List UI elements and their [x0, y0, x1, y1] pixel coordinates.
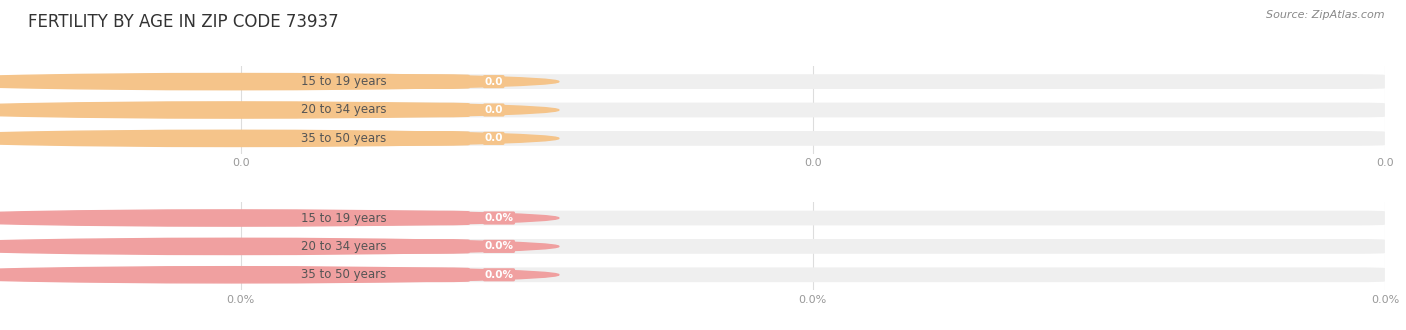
FancyBboxPatch shape	[240, 131, 1385, 146]
Text: 35 to 50 years: 35 to 50 years	[301, 268, 387, 281]
FancyBboxPatch shape	[240, 267, 470, 282]
Text: 0.0%: 0.0%	[485, 270, 513, 280]
FancyBboxPatch shape	[240, 131, 470, 146]
FancyBboxPatch shape	[240, 211, 1385, 225]
FancyBboxPatch shape	[240, 103, 1385, 117]
FancyBboxPatch shape	[240, 74, 470, 89]
FancyBboxPatch shape	[240, 74, 1385, 89]
Text: 0.0%: 0.0%	[485, 213, 513, 223]
FancyBboxPatch shape	[240, 103, 470, 117]
Circle shape	[0, 102, 558, 118]
Text: 15 to 19 years: 15 to 19 years	[301, 212, 387, 224]
Text: 0.0%: 0.0%	[485, 242, 513, 251]
Text: 20 to 34 years: 20 to 34 years	[301, 104, 387, 116]
Circle shape	[0, 130, 558, 147]
FancyBboxPatch shape	[240, 267, 1385, 282]
Text: 0.0: 0.0	[485, 133, 503, 144]
Circle shape	[0, 267, 558, 283]
FancyBboxPatch shape	[240, 239, 1385, 254]
FancyBboxPatch shape	[240, 239, 470, 254]
Text: 0.0: 0.0	[485, 105, 503, 115]
Circle shape	[0, 74, 558, 90]
Text: 0.0: 0.0	[485, 77, 503, 86]
Text: Source: ZipAtlas.com: Source: ZipAtlas.com	[1267, 10, 1385, 20]
Circle shape	[0, 210, 558, 226]
Text: 15 to 19 years: 15 to 19 years	[301, 75, 387, 88]
FancyBboxPatch shape	[240, 211, 470, 225]
Text: FERTILITY BY AGE IN ZIP CODE 73937: FERTILITY BY AGE IN ZIP CODE 73937	[28, 13, 339, 31]
Circle shape	[0, 238, 558, 254]
Text: 20 to 34 years: 20 to 34 years	[301, 240, 387, 253]
Text: 35 to 50 years: 35 to 50 years	[301, 132, 387, 145]
